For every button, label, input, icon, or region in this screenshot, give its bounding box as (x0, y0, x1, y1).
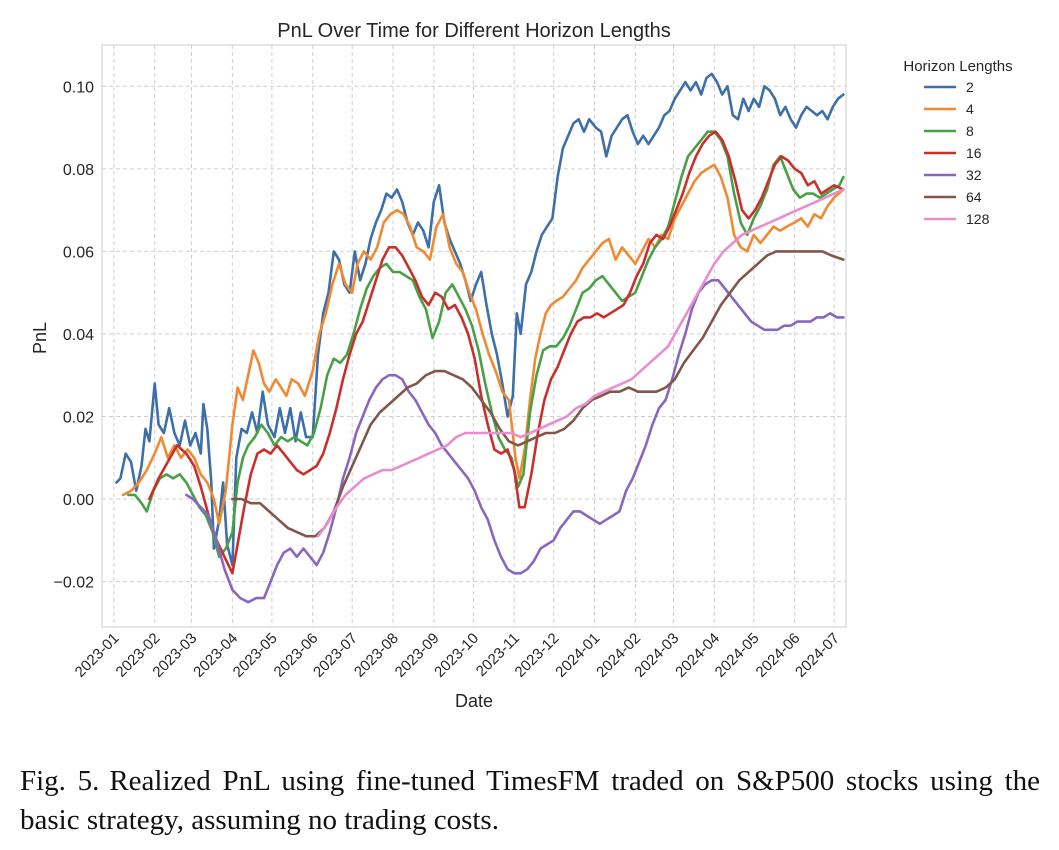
caption-label: Fig. 5. (20, 765, 100, 797)
y-axis-label: PnL (30, 322, 50, 354)
series-line-16 (148, 130, 845, 575)
tick-labels: 0.10 0.08 0.06 0.04 0.02 0.00 −0.02 2023-01 2023… (54, 79, 843, 680)
legend-label-8: 8 (966, 123, 974, 139)
series-line-2 (115, 72, 845, 567)
x-tick-label: 2023-07 (310, 630, 361, 681)
y-tick-label: 0.02 (63, 409, 94, 426)
legend-label-16: 16 (966, 145, 982, 161)
chart-title: PnL Over Time for Different Horizon Leng… (277, 20, 671, 42)
pnl-chart: 0.10 0.08 0.06 0.04 0.02 0.00 −0.02 2023-01 2023… (30, 20, 1013, 711)
x-tick-label: 2024-05 (712, 630, 763, 681)
plot-frame (101, 44, 847, 628)
y-tick-label: 0.00 (63, 492, 94, 509)
y-tick-label: 0.04 (63, 327, 94, 344)
x-tick-label: 2023-08 (351, 630, 402, 681)
x-tick-label: 2023-10 (431, 630, 482, 681)
series-line-32 (185, 278, 845, 604)
y-tick-label: −0.02 (54, 575, 95, 592)
series-line-128 (316, 188, 845, 538)
legend-label-128: 128 (966, 211, 990, 227)
series-lines (115, 72, 845, 604)
y-tick-label: 0.08 (63, 162, 94, 179)
figure-caption: Fig. 5. Realized PnL using fine-tuned Tim… (20, 762, 1040, 840)
series-line-4 (121, 163, 845, 526)
legend-label-2: 2 (966, 79, 974, 95)
legend-label-32: 32 (966, 167, 982, 183)
x-axis-label: Date (455, 691, 493, 711)
x-tick-label: 2023-12 (512, 630, 563, 681)
caption-text: Realized PnL using fine-tuned TimesFM tr… (20, 765, 1041, 836)
figure: 0.10 0.08 0.06 0.04 0.02 0.00 −0.02 2023-01 2023… (20, 20, 1040, 836)
x-tick-label: 2023-05 (230, 630, 281, 681)
x-tick-label: 2023-01 (72, 630, 123, 681)
x-tick-label: 2024-07 (792, 630, 843, 681)
y-tick-label: 0.10 (63, 79, 94, 96)
legend-label-64: 64 (966, 189, 982, 205)
legend: Horizon Lengths 2 4 8 16 32 64 128 (903, 58, 1012, 227)
y-tick-label: 0.06 (63, 244, 94, 261)
x-tick-label: 2024-01 (552, 630, 603, 681)
legend-label-4: 4 (966, 101, 974, 117)
legend-title: Horizon Lengths (903, 58, 1012, 75)
